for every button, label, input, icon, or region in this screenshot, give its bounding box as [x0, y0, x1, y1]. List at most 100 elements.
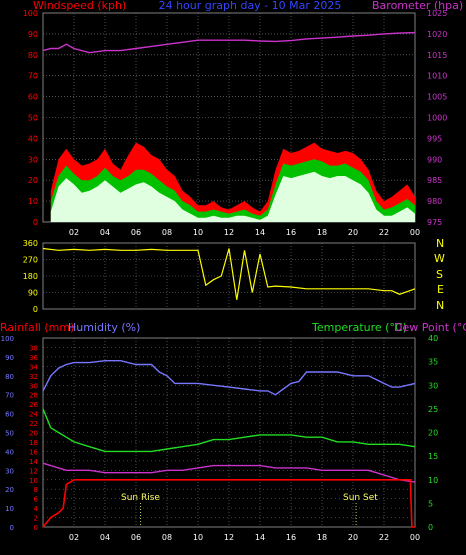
rain-axis-tick: 34	[29, 363, 38, 371]
wind-barometer-panel: 0102030405060708090100975980985990995100…	[23, 9, 448, 237]
hum-title: Humidity (%)	[68, 321, 140, 334]
date-title: 24 hour graph day - 10 Mar 2025	[159, 0, 342, 12]
rain-axis-tick: 32	[29, 373, 38, 381]
rain-axis-tick: 30	[29, 382, 38, 390]
temp-axis-tick: 15	[428, 452, 438, 461]
x-tick-label: 06	[131, 228, 141, 237]
temp-axis-tick: 35	[428, 358, 438, 367]
baro-axis-tick: 1020	[427, 30, 447, 39]
direction-axis-tick: 90	[28, 289, 38, 298]
baro-axis-tick: 1010	[427, 72, 447, 81]
wind-axis-tick: 30	[28, 155, 38, 164]
x-tick-label: 22	[379, 533, 389, 542]
rain-axis-tick: 16	[29, 448, 38, 456]
rain-title: Rainfall (mm)	[0, 321, 74, 334]
humidity-axis-tick: 20	[5, 486, 14, 494]
humidity-axis-tick: 30	[5, 467, 14, 475]
x-tick-label: 04	[100, 228, 110, 237]
wind-axis-tick: 90	[28, 30, 38, 39]
wind-axis-tick: 100	[23, 9, 38, 18]
rain-axis-tick: 24	[29, 411, 38, 419]
rain-humidity-temp-panel: 0246810121416182022242628303234363801020…	[1, 334, 439, 542]
rain-axis-tick: 12	[29, 467, 38, 475]
rain-axis-tick: 8	[34, 486, 38, 494]
humidity-axis-tick: 10	[5, 505, 14, 513]
dew-title: Dew Point (°C)	[394, 321, 466, 334]
x-tick-label: 18	[317, 533, 327, 542]
wind-axis-tick: 10	[28, 197, 38, 206]
humidity-axis-tick: 50	[5, 430, 14, 438]
rain-axis-tick: 14	[29, 458, 38, 466]
rainfall-line	[42, 479, 415, 528]
sunrise-label: Sun Rise	[121, 493, 160, 503]
rain-axis-tick: 10	[29, 477, 38, 485]
baro-axis-tick: 1005	[427, 93, 447, 102]
wind-direction-panel: 0 90 180 270 360	[23, 239, 416, 314]
humidity-line	[42, 360, 416, 396]
barometer-line	[42, 31, 416, 54]
rain-axis-tick: 6	[34, 496, 39, 504]
x-tick-label: 16	[286, 533, 296, 542]
humidity-axis-tick: 100	[1, 335, 14, 343]
compass-n-top: N	[436, 237, 444, 250]
wind-axis-tick: 70	[28, 72, 38, 81]
temp-axis-tick: 40	[428, 334, 438, 343]
humidity-axis-tick: 80	[5, 373, 14, 381]
baro-axis-tick: 990	[427, 155, 442, 164]
x-tick-label: 22	[379, 228, 389, 237]
humidity-axis-tick: 90	[5, 354, 14, 362]
x-tick-label: 10	[193, 228, 203, 237]
baro-axis-tick: 985	[427, 176, 442, 185]
direction-axis-tick: 0	[33, 305, 38, 314]
rain-axis-tick: 26	[29, 401, 38, 409]
temp-axis-tick: 20	[428, 429, 438, 438]
wind-title: Windspeed (kph)	[33, 0, 126, 12]
baro-axis-tick: 1015	[427, 51, 447, 60]
rain-axis-tick: 2	[34, 515, 38, 523]
x-tick-label: 16	[286, 228, 296, 237]
temp-axis-tick: 10	[428, 476, 438, 485]
rain-axis-tick: 38	[29, 344, 38, 352]
wind-axis-tick: 0	[33, 218, 38, 227]
rain-axis-tick: 18	[29, 439, 38, 447]
baro-axis-tick: 1000	[427, 114, 447, 123]
wind-gust-area	[50, 171, 416, 222]
temp-axis-tick: 5	[428, 499, 433, 508]
temp-axis-tick: 0	[428, 523, 433, 532]
x-tick-label: 20	[348, 228, 358, 237]
temperature-line	[42, 408, 416, 453]
x-tick-label: 14	[255, 228, 265, 237]
rain-axis-tick: 20	[29, 430, 38, 438]
rain-axis-tick: 22	[29, 420, 38, 428]
rain-axis-tick: 28	[29, 392, 38, 400]
wind-axis-tick: 80	[28, 51, 38, 60]
humidity-axis-tick: 40	[5, 448, 14, 456]
temp-axis-tick: 25	[428, 405, 438, 414]
baro-title: Barometer (hpa)	[372, 0, 463, 12]
wind-direction-line	[42, 247, 416, 300]
x-tick-label: 20	[348, 533, 358, 542]
rain-axis-tick: 4	[34, 505, 39, 513]
humidity-axis-tick: 0	[10, 524, 14, 532]
x-tick-label: 04	[100, 533, 110, 542]
x-tick-label: 02	[69, 228, 79, 237]
direction-axis-tick: 360	[23, 239, 38, 248]
temp-axis-tick: 30	[428, 381, 438, 390]
wind-axis-tick: 50	[28, 114, 38, 123]
wind-axis-tick: 60	[28, 93, 38, 102]
direction-axis-tick: 270	[23, 256, 38, 265]
rain-axis-tick: 36	[29, 354, 38, 362]
compass-e: E	[437, 283, 444, 296]
baro-axis-tick: 980	[427, 197, 442, 206]
x-tick-label: 08	[162, 228, 172, 237]
x-tick-label: 14	[255, 533, 265, 542]
x-tick-label: 00	[410, 228, 420, 237]
compass-n-bottom: N	[436, 299, 444, 312]
x-tick-label: 10	[193, 533, 203, 542]
direction-axis-tick: 180	[23, 272, 38, 281]
baro-axis-tick: 995	[427, 134, 442, 143]
temp-title: Temperature (°C)	[311, 321, 407, 334]
compass-w: W	[434, 252, 445, 265]
dewpoint-line	[42, 462, 416, 483]
